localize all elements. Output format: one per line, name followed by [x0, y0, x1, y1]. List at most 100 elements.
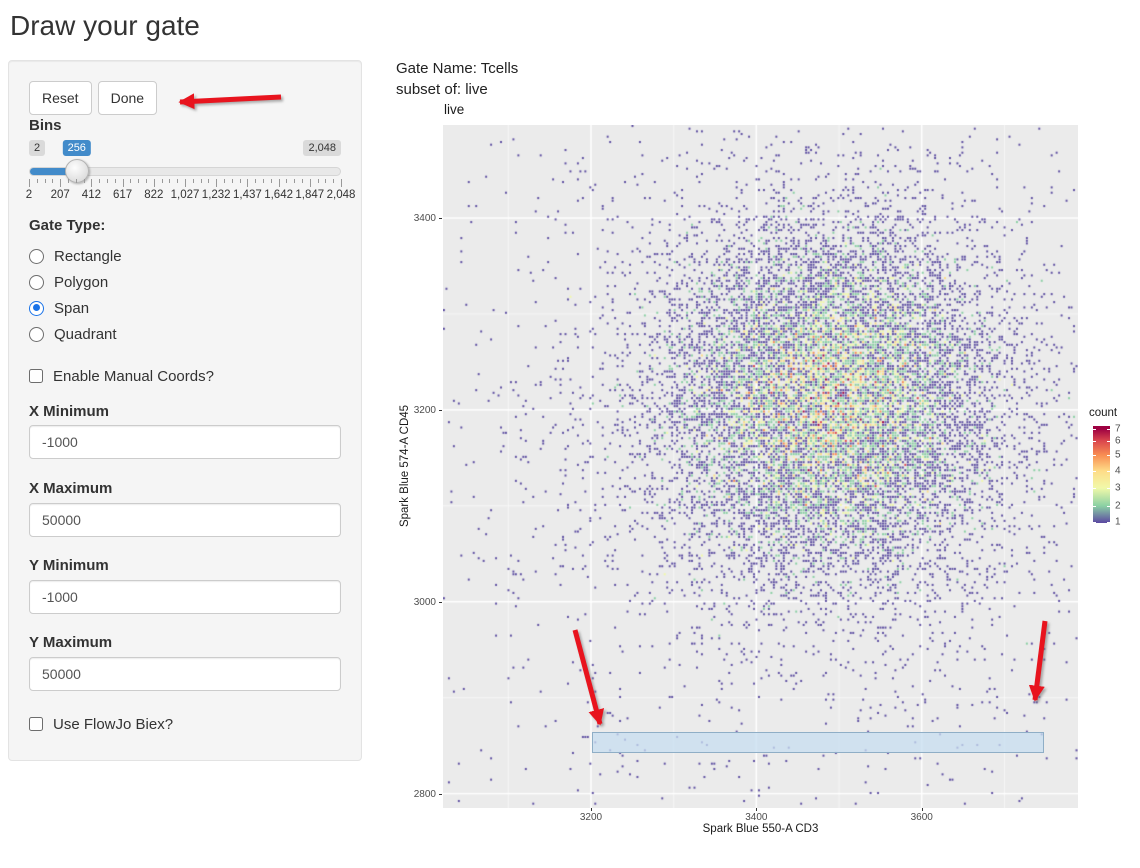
slider-grid-label: 1,027 — [170, 189, 200, 201]
legend-tick-mark — [1107, 522, 1110, 523]
slider-grid-tick — [224, 179, 225, 183]
x-tick-mark — [756, 808, 758, 811]
legend-tick-label: 2 — [1115, 500, 1121, 512]
gate-type-option-span[interactable]: Span — [29, 295, 122, 321]
slider-grid-tick — [75, 179, 77, 183]
slider-grid-tick — [68, 179, 69, 183]
slider-grid-tick — [36, 179, 38, 183]
slider-grid-tick — [44, 179, 46, 183]
y-tick-label: 3200 — [413, 404, 436, 416]
bins-label: Bins — [29, 117, 62, 134]
x-axis-title: Spark Blue 550-A CD3 — [702, 823, 819, 835]
slider-grid-label: 207 — [50, 189, 70, 201]
slider-grid-tick — [153, 179, 155, 187]
slider-grid-tick — [83, 179, 85, 183]
legend-tick-label: 5 — [1115, 449, 1121, 461]
y-max-label: Y Maximum — [29, 634, 113, 651]
slider-grid-tick — [255, 179, 257, 183]
manual-coords-label: Enable Manual Coords? — [53, 367, 214, 385]
x-min-label: X Minimum — [29, 403, 110, 420]
slider-grid-label: 1,847 — [295, 189, 325, 201]
density-plot-canvas[interactable] — [443, 125, 1078, 808]
slider-grid-label: 412 — [81, 189, 101, 201]
y-tick-label: 2800 — [413, 788, 436, 800]
button-row: Reset Done — [29, 81, 158, 115]
y-tick-mark — [439, 793, 442, 795]
gate-type-option-polygon[interactable]: Polygon — [29, 269, 122, 295]
slider-grid-tick — [161, 179, 163, 183]
x-tick-label: 3400 — [745, 812, 768, 823]
slider-grid-tick — [138, 179, 140, 183]
slider-grid-tick — [286, 179, 288, 183]
radio-icon — [29, 300, 44, 316]
slider-grid-tick — [91, 179, 93, 187]
sidebar-panel: Reset Done Bins 2 256 2,048 2 207 412 617 82… — [8, 60, 362, 761]
slider-grid-tick — [263, 179, 264, 183]
legend-tick-label: 4 — [1115, 465, 1121, 477]
slider-grid-tick — [278, 179, 280, 187]
y-tick-label: 3000 — [413, 596, 436, 608]
slider-grid-tick — [29, 179, 30, 187]
manual-coords-checkbox[interactable]: Enable Manual Coords? — [29, 363, 214, 389]
legend-tick-mark — [1107, 455, 1110, 456]
slider-grid-tick — [177, 179, 179, 183]
slider-grid-tick — [52, 179, 54, 183]
radio-icon — [29, 326, 44, 342]
slider-grid-tick — [130, 179, 132, 183]
slider-grid-label: 1,642 — [264, 189, 293, 201]
slider-grid-tick — [341, 179, 342, 187]
y-axis-title: Spark Blue 574-A CD45 — [399, 404, 411, 528]
radio-icon — [29, 274, 44, 290]
gate-type-option-label: Span — [54, 299, 90, 317]
slider-grid-tick — [216, 179, 218, 187]
legend-tick-mark — [1093, 488, 1096, 489]
slider-grid-tick — [309, 179, 311, 187]
slider-grid-tick — [208, 179, 210, 183]
slider-grid-label: 1,232 — [201, 189, 231, 201]
gate-type-options: Rectangle Polygon Span Quadrant — [29, 243, 122, 347]
slider-track[interactable] — [29, 167, 341, 176]
slider-grid-tick — [169, 179, 171, 183]
gate-type-option-rectangle[interactable]: Rectangle — [29, 243, 122, 269]
y-min-input[interactable] — [29, 580, 341, 614]
checkbox-icon — [29, 717, 43, 731]
flowjo-biex-checkbox[interactable]: Use FlowJo Biex? — [29, 711, 173, 737]
flowjo-biex-label: Use FlowJo Biex? — [53, 715, 174, 733]
slider-grid-tick — [270, 179, 272, 183]
x-max-input[interactable] — [29, 503, 341, 537]
x-tick-mark — [921, 808, 923, 811]
legend-tick-label: 3 — [1115, 482, 1121, 494]
slider-min-label: 2 — [29, 140, 46, 156]
y-min-label: Y Minimum — [29, 557, 109, 574]
done-button[interactable]: Done — [97, 81, 158, 115]
radio-icon — [29, 248, 44, 264]
gate-name-text: Gate Name: Tcells — [396, 60, 519, 77]
slider-grid-tick — [333, 179, 335, 183]
slider-grid-label: 822 — [144, 189, 164, 201]
slider-grid-tick — [122, 179, 124, 187]
legend-tick-label: 7 — [1115, 423, 1121, 435]
x-min-input[interactable] — [29, 425, 341, 459]
slider-grid-label: 2,048 — [326, 189, 356, 201]
legend-tick-mark — [1093, 429, 1096, 430]
page-title: Draw your gate — [10, 10, 200, 41]
slider-grid-tick — [247, 179, 249, 187]
span-gate-selection[interactable] — [591, 732, 1045, 754]
y-tick-mark — [439, 409, 442, 411]
slider-grid-tick — [60, 179, 62, 187]
legend-tick-label: 6 — [1115, 435, 1121, 447]
gate-type-option-quadrant[interactable]: Quadrant — [29, 321, 122, 347]
legend-tick-mark — [1107, 488, 1110, 489]
slider-fill-bar — [30, 168, 78, 175]
legend-tick-mark — [1093, 441, 1096, 442]
legend-tick-label: 1 — [1115, 516, 1121, 528]
checkbox-icon — [29, 369, 43, 383]
x-tick-label: 3600 — [910, 812, 933, 823]
y-max-input[interactable] — [29, 657, 341, 691]
slider-grid-label: 617 — [113, 189, 133, 201]
legend-colorbar — [1093, 426, 1110, 523]
bins-slider[interactable]: 2 256 2,048 2 207 412 617 822 1,027 1,232 1,437… — [26, 137, 355, 205]
reset-button[interactable]: Reset — [29, 81, 92, 115]
legend-title: count — [1089, 407, 1118, 419]
